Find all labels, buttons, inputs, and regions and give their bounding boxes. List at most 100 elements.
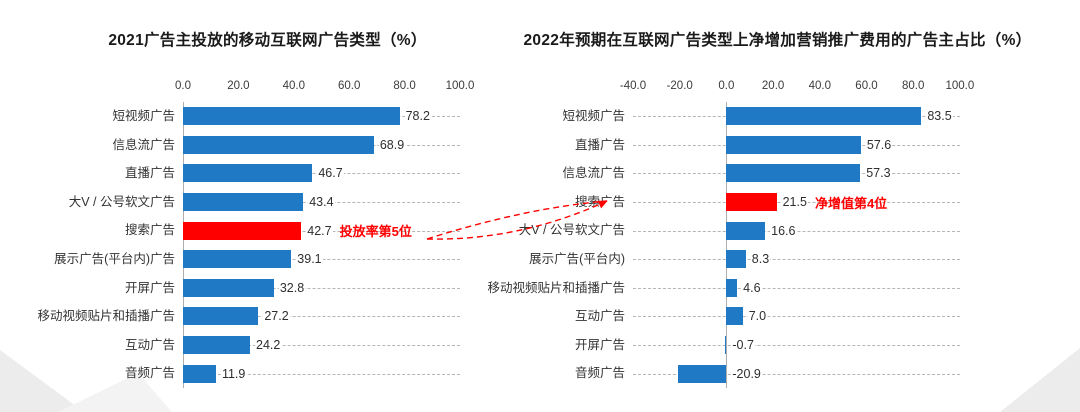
- plot-area: 短视频广告 83.5 直播广告 57.6 信息流广告 57.3 搜索广告 21.5 净增值第4位…: [480, 102, 1075, 388]
- value-label-group: 39.1: [296, 245, 323, 274]
- bar-row: 搜索广告 21.5 净增值第4位: [480, 188, 1075, 217]
- row-gridline: [183, 345, 460, 347]
- value-label-group: 32.8: [278, 274, 306, 303]
- value-label: -0.7: [731, 338, 755, 353]
- value-label-group: 11.9: [220, 359, 247, 388]
- bar: [726, 221, 766, 240]
- value-label: -20.9: [731, 366, 762, 381]
- value-label: 7.0: [747, 309, 768, 324]
- value-label-group: 42.7 投放率第5位: [306, 216, 412, 245]
- corner-decoration-shape: [1000, 348, 1080, 412]
- bar-row: 直播广告 46.7: [15, 159, 520, 188]
- value-label-group: 57.6: [865, 131, 893, 160]
- value-label-group: 21.5 净增值第4位: [781, 188, 888, 217]
- category-label: 移动视频贴片和插播广告: [37, 309, 175, 324]
- value-label-group: 46.7: [317, 159, 344, 188]
- bar: [183, 364, 216, 383]
- value-label: 11.9: [220, 366, 247, 381]
- bar: [183, 193, 304, 212]
- value-label-group: 78.2: [404, 102, 431, 131]
- value-label: 21.5: [781, 195, 808, 210]
- row-gridline: [633, 345, 960, 347]
- category-label: 展示广告(平台内)广告: [54, 251, 175, 266]
- bar-row: 移动视频贴片和插播广告 27.2: [15, 302, 520, 331]
- corner-decoration-shape: [0, 350, 84, 412]
- row-gridline: [183, 287, 460, 289]
- row-gridline: [633, 316, 960, 318]
- value-label: 46.7: [317, 166, 344, 181]
- bar: [183, 278, 274, 297]
- category-label: 信息流广告: [112, 137, 175, 152]
- bar-row: 互动广告 24.2: [15, 331, 520, 360]
- rank-annotation: 净增值第4位: [814, 195, 888, 211]
- chart-title: 2021广告主投放的移动互联网广告类型（%）: [108, 32, 427, 49]
- value-label-group: 7.0: [747, 302, 768, 331]
- value-label-group: 24.2: [255, 331, 282, 360]
- bar-row: 信息流广告 57.3: [480, 159, 1075, 188]
- highlighted-bar: [726, 193, 777, 212]
- category-label: 信息流广告: [562, 166, 625, 181]
- row-gridline: [633, 373, 960, 375]
- chart-2022-net-increase: 2022年预期在互联网广告类型上净增加营销推广费用的广告主占比（%） -40.0…: [480, 14, 1075, 388]
- value-label-group: 57.3: [865, 159, 892, 188]
- bar: [726, 250, 746, 269]
- category-label: 搜索广告: [574, 194, 625, 209]
- value-label: 39.1: [296, 252, 323, 267]
- value-label: 42.7: [306, 223, 333, 238]
- category-label: 短视频广告: [112, 109, 175, 123]
- bar-row: 互动广告 7.0: [480, 302, 1075, 331]
- bar-row: 展示广告(平台内) 8.3: [480, 245, 1075, 274]
- value-label: 68.9: [378, 137, 406, 152]
- value-label-group: -0.7: [731, 331, 755, 360]
- category-label: 音频广告: [124, 366, 175, 381]
- bar-row: 展示广告(平台内)广告 39.1: [15, 245, 520, 274]
- x-axis-tick: 0.0: [718, 80, 735, 92]
- category-label: 短视频广告: [562, 109, 625, 123]
- x-axis-tick: -40.0: [619, 80, 647, 92]
- value-label: 57.6: [865, 137, 893, 152]
- value-label: 43.4: [308, 195, 335, 210]
- bar-row: 短视频广告 83.5: [480, 102, 1075, 131]
- bar-row: 信息流广告 68.9: [15, 131, 520, 160]
- value-label: 57.3: [865, 166, 892, 181]
- bar: [183, 336, 251, 355]
- category-label: 移动视频贴片和插播广告: [487, 280, 625, 295]
- bar: [726, 278, 738, 297]
- x-axis: -40.0 -20.0 0.0 20.0 40.0 60.0 80.0 100.0: [480, 80, 1075, 96]
- value-label-group: -20.9: [731, 359, 762, 388]
- value-label-group: 4.6: [742, 274, 762, 303]
- category-label: 开屏广告: [124, 280, 175, 295]
- bar: [677, 364, 727, 383]
- category-label: 开屏广告: [574, 337, 625, 352]
- value-label: 24.2: [255, 338, 282, 353]
- category-label: 互动广告: [574, 309, 625, 324]
- x-axis-tick: -20.0: [666, 80, 693, 92]
- category-label: 大V / 公号软文广告: [518, 223, 625, 238]
- value-label: 78.2: [404, 109, 431, 124]
- chart-title: 2022年预期在互联网广告类型上净增加营销推广费用的广告主占比（%）: [523, 32, 1032, 49]
- bar-row: 短视频广告 78.2: [15, 102, 520, 131]
- value-label: 8.3: [750, 252, 771, 267]
- bar-row: 直播广告 57.6: [480, 131, 1075, 160]
- plot-area: 短视频广告 78.2 信息流广告 68.9 直播广告 46.7 大V / 公号软文广告 43.…: [15, 102, 520, 388]
- value-label: 32.8: [278, 280, 306, 295]
- category-label: 大V / 公号软文广告: [68, 194, 175, 209]
- bar-row: 音频广告 11.9: [15, 359, 520, 388]
- bar: [726, 164, 861, 183]
- x-axis-tick: 60.0: [337, 80, 361, 92]
- bar: [724, 336, 727, 355]
- bar-row: 大V / 公号软文广告 16.6: [480, 216, 1075, 245]
- value-label-group: 27.2: [263, 302, 290, 331]
- row-gridline: [633, 259, 960, 261]
- row-gridline: [183, 316, 460, 318]
- x-axis-tick: 80.0: [393, 80, 416, 92]
- bar: [183, 107, 400, 126]
- value-label: 83.5: [926, 109, 953, 124]
- x-axis: 0.0 20.0 40.0 60.0 80.0 100.0: [15, 80, 520, 96]
- value-label-group: 16.6: [770, 216, 797, 245]
- bar-row: 大V / 公号软文广告 43.4: [15, 188, 520, 217]
- x-axis-tick: 100.0: [945, 80, 975, 92]
- x-axis-tick: 20.0: [761, 80, 785, 92]
- value-label-group: 43.4: [308, 188, 335, 217]
